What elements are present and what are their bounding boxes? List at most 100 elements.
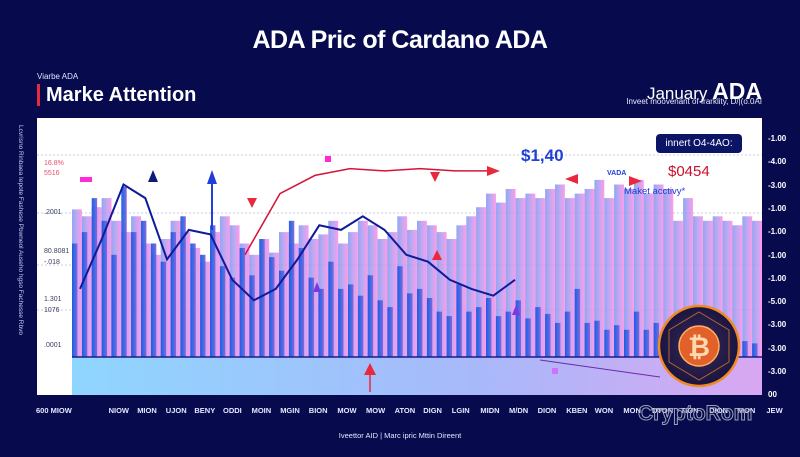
volume-bar [101,220,107,357]
x-tick-label: ATON [394,406,416,415]
volume-bar [614,325,620,357]
volume-bar [742,341,748,357]
x-tick-label: UJON [165,406,187,415]
volume-bar [377,300,383,358]
activity-label: Maket acctivy* [624,186,686,197]
y2-tick-label: -3.00 [768,180,787,190]
y-tick-label: 16.8% [44,160,64,167]
y-tick-label: 80.8081 [44,248,70,255]
background-bar [614,184,624,357]
y-axis-label: Lcvrisno Rinbaea Iepote Fashese Pbwneol … [17,125,24,335]
x-tick-label: DION [709,406,728,415]
kicker-label: Viarbe ADA [37,72,79,81]
arrow-down-icon [247,198,257,208]
x-tick-label: DION [537,406,557,415]
volume-bar [91,198,98,357]
volume-bar [141,220,147,357]
volume-bar [357,295,364,357]
volume-bar [170,232,176,357]
volume-bar [555,322,561,357]
x-tick-label: ODDI [223,406,242,415]
volume-bar [200,254,206,357]
background-bar [377,239,388,357]
background-bar [643,193,654,357]
volume-bar [367,275,374,357]
price-annotation: $0454 [668,163,710,180]
arrow-up-icon [148,170,158,182]
volume-bar [446,316,452,357]
marker [552,368,558,374]
volume-bar [564,311,571,357]
y-tick-label: 1076 [44,307,60,314]
x-tick-label: KBEN [566,406,588,415]
arrow-right-icon [487,166,500,176]
volume-bar [121,186,127,358]
x-tick-label: DIGN [423,406,442,415]
y2-tick-label: -3.00 [768,320,787,330]
x-tick-label: MON [623,406,641,415]
right-title: January ADA [647,78,762,105]
x-tick-label: DTON [652,406,674,415]
x-tick-label: NIOW [108,406,130,415]
volume-bar [72,243,78,357]
background-bar [653,184,664,357]
x-tick-label: MIDN [480,406,500,415]
volume-bar [525,318,531,357]
annotation-badge: innert O4-4AO: [656,134,742,153]
background-bar [594,179,605,357]
x-tick-label: BION [308,406,328,415]
section-heading: Marke Attention [37,84,196,106]
x-tick-label: BENY [194,406,216,415]
arrow-up-icon [207,170,217,184]
background-bar [742,216,753,357]
volume-bar [318,288,324,357]
volume-bar [288,220,295,357]
background-bar [535,198,546,357]
volume-bar [545,313,551,357]
y-tick-label: 1.301 [44,296,62,303]
volume-bar [505,311,512,357]
decline-line [539,359,661,378]
right-title-prefix: January [646,84,708,103]
volume-bar [466,311,472,357]
x-tick-label: WON [594,406,614,415]
bitcoin-logo: ₿ [657,304,741,388]
background-bar [722,220,733,357]
volume-bar [279,270,285,357]
arrow-right-icon [629,176,642,186]
x-tick-label: TION [680,406,699,415]
x-tick-label: MON [737,406,756,415]
volume-bar [160,261,167,357]
x-tick-label: MOW [366,406,386,415]
volume-bar [190,243,196,357]
volume-bar [308,277,314,357]
right-title-strong: ADA [712,78,762,104]
arrow-up-icon [313,282,321,292]
y-tick-label: .0001 [44,342,62,349]
arrow-up-icon [364,363,376,375]
volume-bar [426,298,433,357]
page-title: ADA Pric of Cardano ADA [252,26,548,54]
background-bar [476,207,486,357]
marker [80,177,92,182]
volume-bar [495,316,502,357]
y-tick-label: -.018 [44,259,60,266]
trend-line [244,167,490,256]
y2-tick-label: 00 [768,390,777,400]
volume-bar [604,329,610,357]
background-bar [466,216,477,357]
background-bar [357,220,368,357]
y2-tick-label: -1.00 [768,227,787,237]
volume-bar [249,275,255,357]
volume-bar [574,288,581,357]
background-bar [673,220,684,357]
background-bar [732,225,743,357]
volume-bar [180,216,186,357]
y-tick-label: 5516 [44,170,60,177]
background-bar [564,198,575,357]
y2-tick-label: -1.00 [768,273,787,283]
background-bar [663,189,674,357]
volume-bar [131,232,137,357]
arrow-up-icon [432,250,442,260]
background-bar [555,184,565,357]
